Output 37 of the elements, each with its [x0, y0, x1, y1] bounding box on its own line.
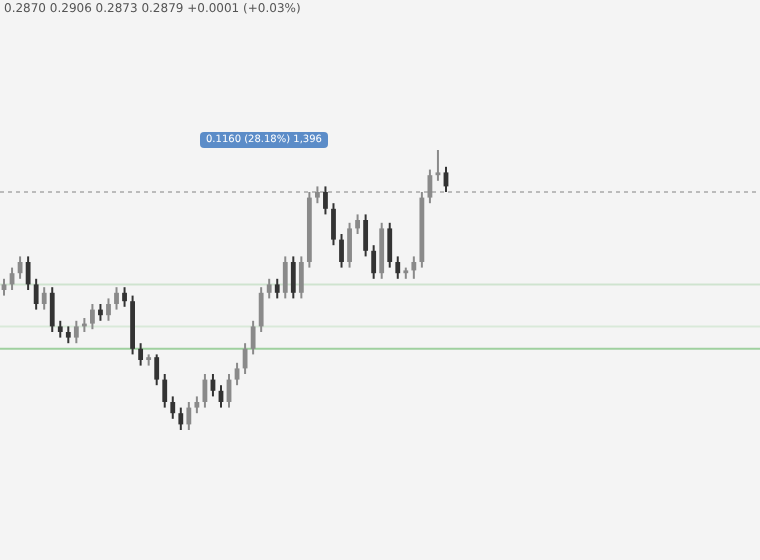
- candlestick: [90, 303, 95, 331]
- candlestick: [122, 286, 127, 308]
- candlestick: [395, 255, 401, 280]
- candlestick: [363, 213, 369, 258]
- candlestick: [379, 221, 385, 280]
- candlestick: [49, 286, 55, 333]
- candlestick: [266, 277, 272, 300]
- candlestick: [154, 353, 160, 387]
- candlestick: [331, 202, 336, 247]
- candlestick: [41, 286, 47, 311]
- candlestick: [25, 255, 31, 291]
- candlestick: [282, 255, 288, 300]
- candlestick: [33, 277, 39, 311]
- candlestick: [258, 286, 264, 333]
- candlestick: [411, 255, 417, 280]
- candlestick: [162, 373, 168, 409]
- candlestick: [298, 255, 304, 300]
- candlestick: [387, 221, 393, 269]
- candlestick: [106, 297, 111, 322]
- candlestick: [138, 342, 144, 367]
- candlestick: [371, 244, 377, 280]
- candlestick: [17, 255, 23, 280]
- candlestick: [242, 342, 248, 375]
- candlestick: [178, 406, 184, 431]
- candlestick: [170, 395, 176, 420]
- candlestick: [73, 319, 79, 345]
- candlestick: [186, 401, 192, 431]
- candlestick: [323, 185, 328, 216]
- candlestick: [114, 286, 119, 311]
- candlestick: [347, 221, 352, 269]
- candlestick: [355, 213, 360, 235]
- candlestick: [290, 255, 296, 300]
- candlestick: [250, 319, 256, 356]
- candlestick: [339, 233, 344, 269]
- candlestick: [130, 294, 135, 356]
- candlestick: [274, 277, 280, 300]
- candlestick: [435, 149, 441, 182]
